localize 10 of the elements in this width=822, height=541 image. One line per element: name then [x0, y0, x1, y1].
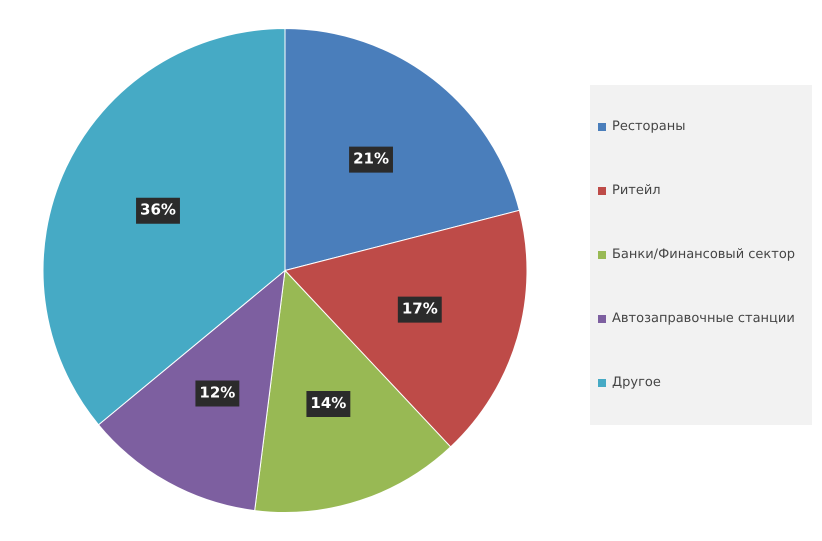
data-label: 36% [140, 200, 176, 219]
legend-label: Рестораны [612, 118, 686, 136]
data-label: 21% [353, 149, 389, 168]
data-label: 14% [310, 394, 346, 412]
legend-label: Ритейл [612, 182, 661, 200]
legend-label: Другое [612, 374, 661, 392]
data-label: 17% [402, 300, 438, 318]
legend-label: Банки/Финансовый сектор [612, 246, 796, 264]
data-label: 12% [199, 383, 236, 402]
legend-label: Автозаправочные станции [612, 310, 795, 328]
